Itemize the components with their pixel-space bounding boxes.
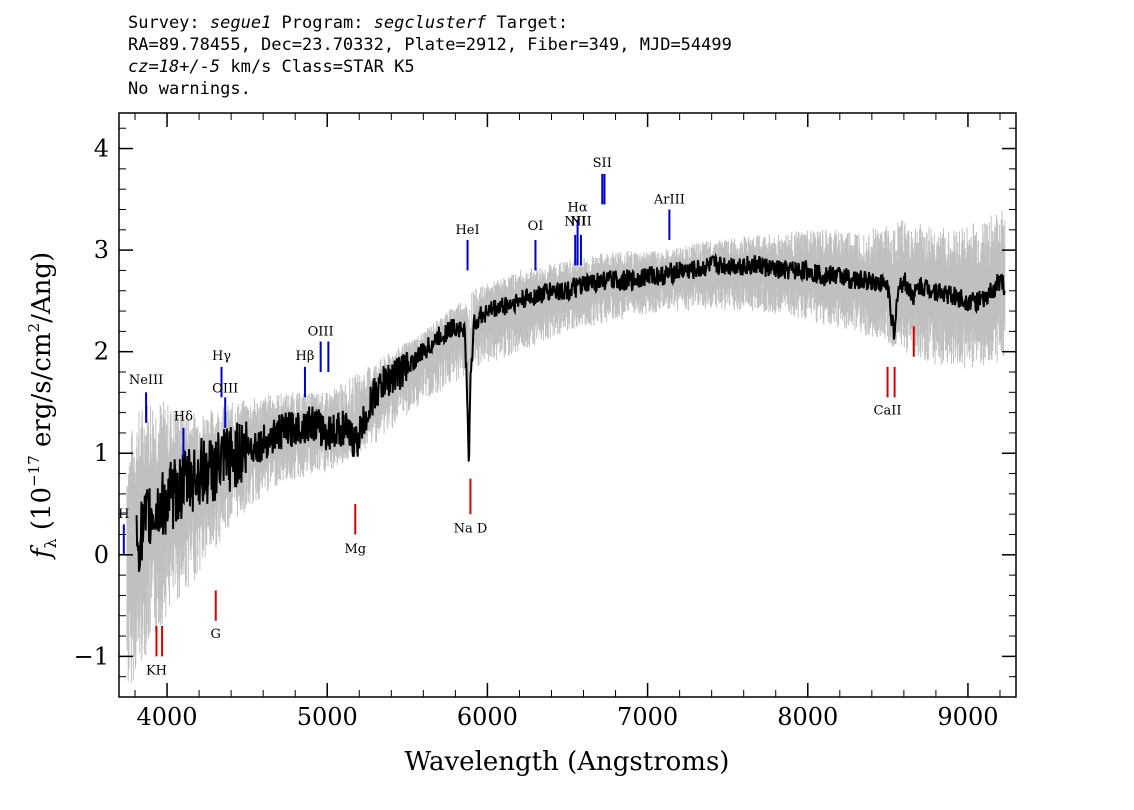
target-label: Target: [486, 13, 569, 33]
program-label: Program: [271, 13, 374, 33]
y-tick-label: 4 [94, 135, 109, 163]
program-value: segclusterf [373, 13, 487, 33]
emission-line-label: HeI [455, 223, 479, 238]
header-line-coordinates: RA=89.78455, Dec=23.70332, Plate=2912, F… [128, 35, 732, 55]
absorption-line-label: G [211, 627, 221, 642]
x-tick-label: 5000 [297, 703, 358, 731]
emission-line-label: Hγ [212, 349, 231, 364]
class-value: km/s Class=STAR K5 [220, 57, 415, 77]
x-axis-title: Wavelength (Angstroms) [405, 747, 730, 777]
emission-line-label: NII [564, 215, 586, 230]
x-tick-label: 8000 [777, 703, 838, 731]
survey-value: segue1 [209, 13, 272, 33]
y-title-exp1: −17 [25, 455, 43, 487]
y-tick-label: 3 [94, 236, 109, 264]
x-tick-label: 9000 [937, 703, 998, 731]
emission-line-label: OI [528, 219, 544, 234]
header-line-warnings: No warnings. [128, 79, 251, 99]
emission-line-label: OIII [212, 381, 238, 396]
y-title-close: /Ang) [27, 252, 57, 323]
y-title-open: (10 [27, 487, 57, 539]
x-tick-label: 6000 [457, 703, 518, 731]
y-tick-label: 1 [94, 439, 109, 467]
emission-line-label: Hα [568, 201, 588, 216]
emission-line-label: ArIII [653, 192, 685, 207]
absorption-line-label: KH [146, 664, 167, 679]
y-axis-title: fλ (10−17 erg/s/cm2/Ang) [25, 252, 60, 560]
flux-series [135, 252, 1006, 572]
absorption-line-label: Na D [454, 521, 488, 536]
x-tick-label: 7000 [617, 703, 678, 731]
flux-line [135, 252, 1006, 572]
y-tick-label: −1 [74, 642, 109, 670]
emission-line-label: SII [593, 156, 612, 171]
emission-line-label: H [118, 507, 129, 522]
emission-line-label: NII [570, 215, 592, 230]
y-tick-label: 2 [94, 338, 109, 366]
y-title-mid: erg/s/cm [27, 332, 57, 455]
emission-line-label: OIII [308, 324, 334, 339]
emission-line-label: Hβ [296, 349, 315, 364]
y-title-exp2: 2 [25, 323, 43, 333]
absorption-line-label: CaII [874, 404, 902, 419]
header-line-survey: Survey: segue1 Program: segclusterf Targ… [128, 12, 732, 34]
plot-frame [118, 112, 1017, 698]
spectrum-header: Survey: segue1 Program: segclusterf Targ… [128, 12, 732, 100]
absorption-line-label: Mg [344, 542, 366, 557]
axis-ticks: 4000 5000 6000 7000 8000 9000 −1 0 1 2 3 4 [74, 113, 1016, 731]
x-tick-label: 4000 [137, 703, 198, 731]
emission-line-label: NeIII [129, 373, 163, 388]
y-tick-label: 0 [94, 541, 109, 569]
emission-line-label: Hδ [174, 410, 193, 425]
header-line-redshift: cz=18+/-5 km/s Class=STAR K5 [128, 56, 732, 78]
y-title-lambda: λ [41, 538, 60, 548]
cz-value: cz=18+/-5 [128, 57, 221, 77]
survey-label: Survey: [128, 13, 210, 33]
